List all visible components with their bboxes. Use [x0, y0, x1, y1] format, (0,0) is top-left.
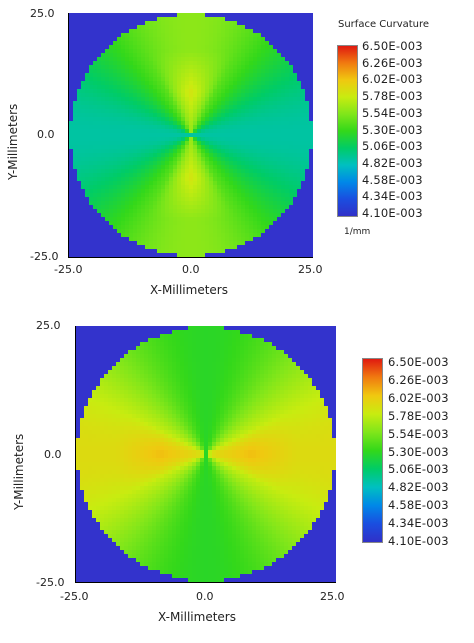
x-axis-title: X-Millimeters — [150, 283, 228, 297]
surface-map-2-canvas — [76, 326, 336, 582]
colorbar-level-label: 5.30E-003 — [362, 122, 423, 137]
colorbar-level-label: 5.54E-003 — [388, 426, 449, 441]
x-tick-label: -25.0 — [60, 590, 89, 603]
surface-map-1-cells — [69, 13, 313, 257]
colorbar-level-label: 5.78E-003 — [362, 89, 423, 104]
y-axis-line-2 — [75, 326, 76, 583]
colorbar-level-label: 4.10E-003 — [388, 534, 449, 548]
colorbar-level-label: 4.82E-003 — [362, 155, 423, 170]
x-tick-label: 25.0 — [320, 590, 345, 603]
colorbar-level-label: 6.50E-003 — [388, 355, 449, 369]
colorbar-level-label: 4.34E-003 — [362, 189, 423, 204]
colorbar-level-label: 4.58E-003 — [362, 172, 423, 187]
surface-map-2-cells — [76, 326, 336, 582]
y-axis-line-1 — [68, 13, 69, 258]
surface-map-2 — [76, 326, 336, 582]
surface-map-1-canvas — [69, 13, 313, 257]
x-tick-label: 0.0 — [196, 590, 214, 603]
y-tick-label: 0.0 — [44, 448, 62, 461]
colorbar-level-label: 4.82E-003 — [388, 480, 449, 495]
colorbar-level-label: 5.06E-003 — [388, 462, 449, 477]
y-axis-title: Y-Millimeters — [12, 433, 26, 510]
colorbar-level-label: 5.54E-003 — [362, 105, 423, 120]
colorbar-level-label: 6.02E-003 — [362, 72, 423, 87]
y-tick-label: 25.0 — [36, 319, 61, 332]
colorbar-level-label: 4.58E-003 — [388, 498, 449, 513]
y-tick-label: -25.0 — [30, 250, 59, 263]
y-tick-label: 25.0 — [30, 7, 55, 20]
x-axis-line-1 — [69, 257, 313, 258]
colorbar-level-label: 5.30E-003 — [388, 444, 449, 459]
colorbar-level-label: 6.02E-003 — [388, 390, 449, 405]
colorbar-level-label: 4.10E-003 — [362, 206, 423, 220]
colorbar-2 — [362, 358, 383, 543]
colorbar-1 — [337, 45, 358, 217]
colorbar-level-label: 4.34E-003 — [388, 516, 449, 531]
colorbar-unit: 1/mm — [344, 227, 371, 237]
y-tick-label: -25.0 — [36, 576, 65, 589]
x-axis-line-2 — [76, 582, 336, 583]
x-tick-label: 0.0 — [182, 263, 200, 276]
y-tick-label: 0.0 — [37, 128, 55, 141]
colorbar-level-label: 6.50E-003 — [362, 39, 423, 53]
surface-map-1 — [69, 13, 313, 257]
colorbar-title: Surface Curvature — [338, 19, 430, 30]
x-axis-title: X-Millimeters — [158, 610, 236, 624]
colorbar-level-label: 6.26E-003 — [388, 372, 449, 387]
colorbar-level-label: 6.26E-003 — [362, 55, 423, 70]
colorbar-level-label: 5.78E-003 — [388, 408, 449, 423]
y-axis-title: Y-Millimeters — [6, 103, 20, 180]
x-tick-label: -25.0 — [54, 263, 83, 276]
colorbar-level-label: 5.06E-003 — [362, 139, 423, 154]
x-tick-label: 25.0 — [298, 263, 323, 276]
